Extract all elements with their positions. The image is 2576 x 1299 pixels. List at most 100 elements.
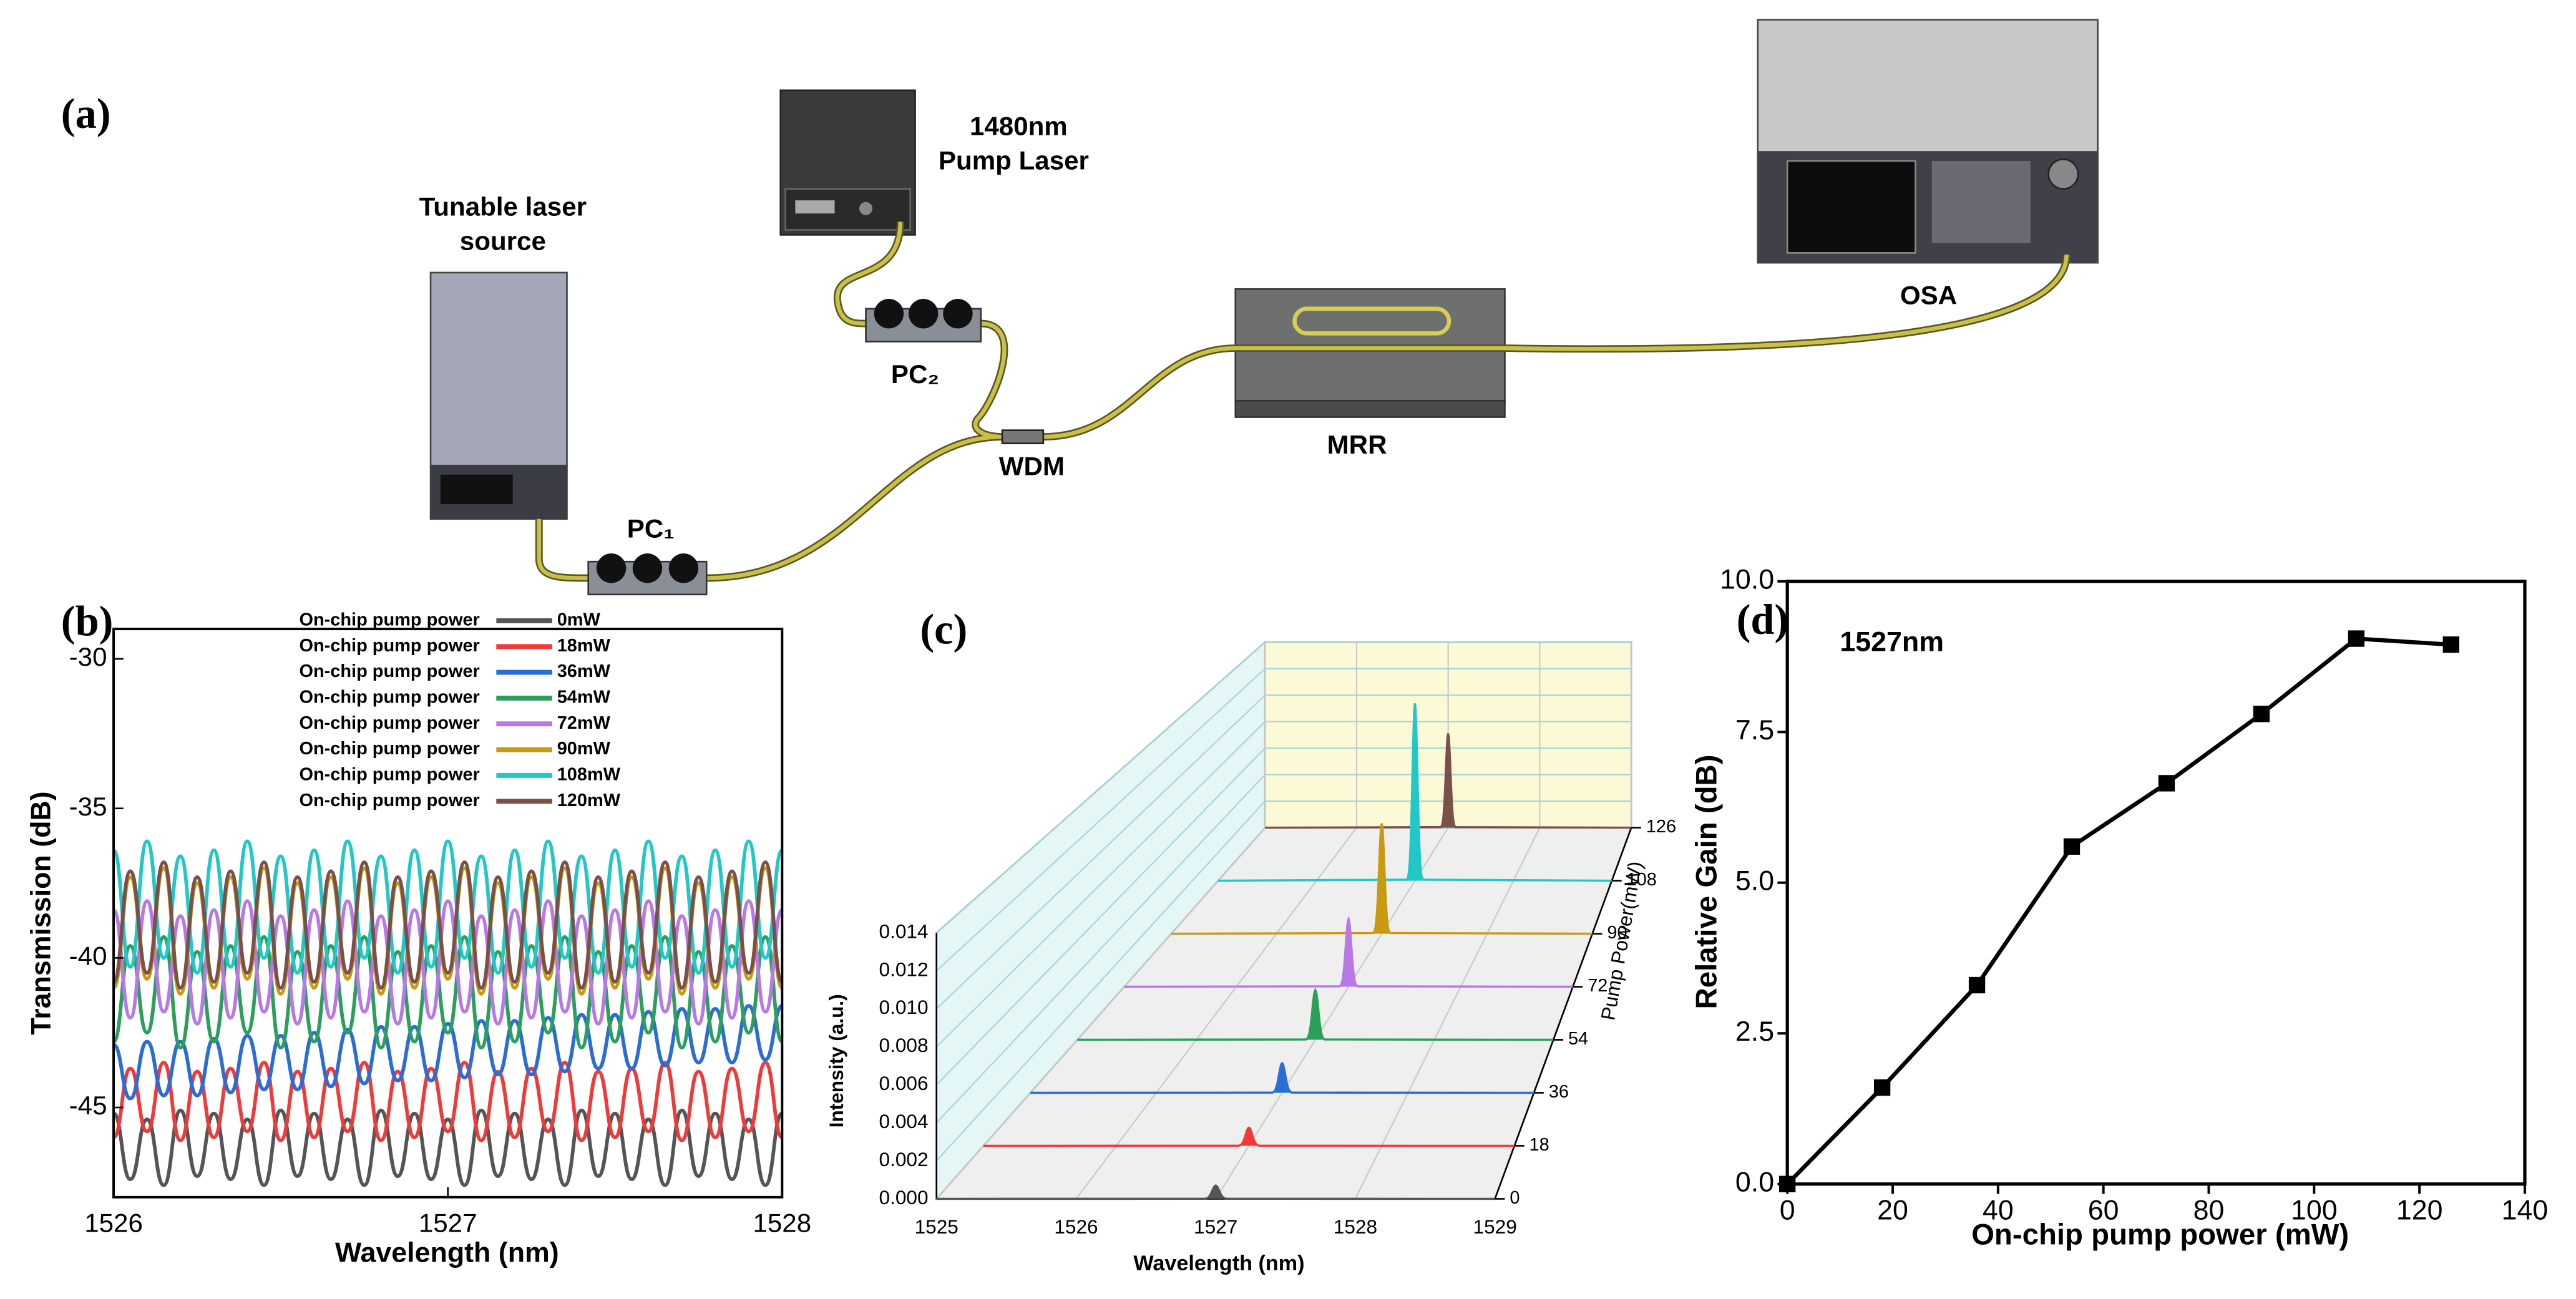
device-label: WDM [999,451,1065,480]
pump-knob [859,202,873,215]
spectrum [1217,703,1612,882]
series-line [114,866,783,996]
x-axis-label: Wavelength (nm) [1133,1252,1304,1275]
series-line [114,1108,783,1187]
series-line [114,839,783,975]
device-label: PC₂ [891,359,939,389]
x-tick-label: 1527 [1194,1215,1237,1238]
fiber [537,221,2069,580]
y-axis-label: Transmission (dB) [26,791,57,1034]
z-tick-label: 72 [1588,976,1608,996]
x-tick-label: 80 [2193,1194,2225,1225]
osa-screen [1786,160,1916,254]
spectrum [1077,987,1554,1041]
x-tick-label: 140 [2502,1194,2549,1225]
series-line [114,899,783,1026]
ring [1292,306,1451,336]
z-tick-label: 54 [1568,1029,1588,1049]
legend-label: 108mW [557,765,621,785]
panel-label: (b) [61,598,114,645]
device-label: MRR [1327,430,1387,459]
spectrum [1124,915,1573,988]
paddle [668,553,699,583]
y-tick-label: 0.000 [879,1186,929,1209]
legend-prefix: On-chip pump power [299,636,479,656]
legend-label: 72mW [557,713,611,733]
x-tick-label: 1526 [1054,1215,1098,1238]
x-tick-label: 100 [2291,1194,2338,1225]
legend-prefix: On-chip pump power [299,688,479,708]
x-tick-label: 1526 [84,1209,143,1238]
y-axis-label: Intensity (a.u.) [825,994,847,1127]
x-tick-label: 1527 [419,1209,477,1238]
legend-prefix: On-chip pump power [299,791,479,810]
device-label: Tunable laser [419,192,587,221]
y-tick-label: -45 [69,1091,107,1120]
device-label: source [460,226,546,256]
z-tick-label: 90 [1607,923,1627,943]
y-tick-label: 5.0 [1735,865,1774,897]
y-tick-label: 0.0 [1735,1167,1774,1198]
paddle [874,299,904,329]
z-tick-label: 36 [1549,1082,1569,1102]
x-tick-label: 1528 [1334,1215,1377,1238]
axis-frame [1785,580,2527,1186]
legend-prefix: On-chip pump power [299,765,479,785]
x-tick-label: 120 [2396,1194,2443,1225]
marker [2348,630,2365,647]
x-axis-label: Wavelength (nm) [335,1237,559,1268]
legend-prefix: On-chip pump power [299,739,479,759]
paddle [908,299,939,329]
marker [1968,976,1986,994]
marker [2442,636,2459,653]
spectrum [1265,733,1632,829]
z-tick-label: 18 [1530,1135,1549,1155]
marker [2253,706,2270,722]
y-tick-label: 10.0 [1720,564,1774,595]
y-tick-label: -30 [69,642,107,671]
marker [2063,838,2081,855]
device-label: Pump Laser [939,146,1089,175]
y-tick-label: -35 [69,792,107,821]
pump-screen [795,200,835,214]
paddle [596,553,627,583]
paddle [632,553,663,583]
x-tick-label: 1529 [1473,1215,1517,1238]
osa-keys [1931,160,2031,243]
spectrum [936,1184,1495,1200]
legend-label: 54mW [557,688,611,708]
device-label: 1480nm [970,111,1068,140]
y-tick-label: 2.5 [1735,1016,1774,1047]
x-tick-label: 60 [2088,1194,2119,1225]
y-tick-label: 0.014 [879,920,929,942]
x-tick-label: 1525 [915,1215,959,1238]
spectrum [1171,823,1593,935]
y-tick-label: 7.5 [1735,714,1774,746]
legend-label: 36mW [557,661,611,681]
osa-knob [2047,158,2079,190]
wdm [1001,429,1045,444]
x-tick-label: 1528 [753,1209,811,1238]
panel-label: (c) [920,606,967,653]
legend-prefix: On-chip pump power [299,661,479,681]
fibers [535,221,2071,582]
series-line [114,1061,783,1142]
legend-label: 120mW [557,791,621,810]
setup-diagram: (a) Tunable laser source 1480nm Pump Las… [61,19,2099,596]
z-tick-label: 126 [1646,817,1676,837]
marker [2158,775,2175,792]
device-label: OSA [1900,281,1957,310]
marker [1779,1175,1796,1192]
spectrum [1030,1061,1534,1094]
series-line [114,860,783,990]
y-tick-label: -40 [69,941,107,970]
legend-prefix: On-chip pump power [299,610,479,630]
z-tick-label: 0 [1510,1188,1520,1208]
device-label: PC₁ [627,513,675,543]
x-axis-label: On-chip pump power (mW) [1971,1218,2349,1251]
z-axis [1494,827,1632,1199]
series-line [114,1004,783,1101]
x-tick-label: 0 [1780,1194,1795,1225]
legend-label: 90mW [557,739,611,759]
